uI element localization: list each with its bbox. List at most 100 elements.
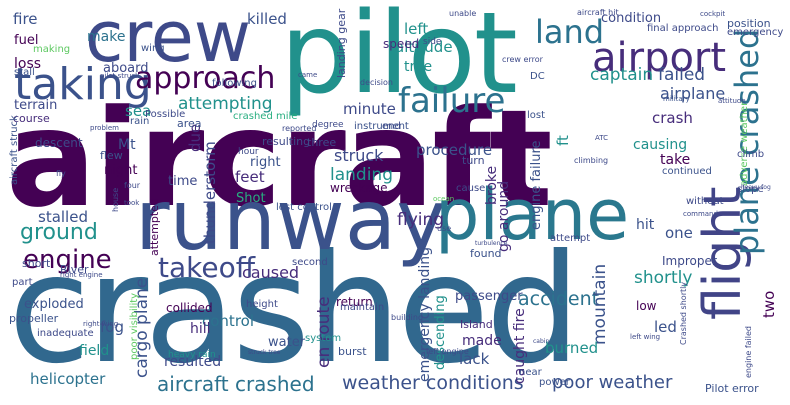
word-fog: fog xyxy=(100,318,124,336)
word-landing-gear: landing gear xyxy=(335,8,348,78)
word-engine: engine xyxy=(23,245,112,275)
word-aircraft: aircraft xyxy=(6,81,553,237)
word-stall: stall xyxy=(14,67,35,78)
word-crashed-mile: crashed mile xyxy=(233,111,298,122)
word-maintain: maintain xyxy=(340,302,385,313)
word-island: Island xyxy=(460,318,493,331)
word-caused: caused xyxy=(242,263,300,282)
word-stalled: stalled xyxy=(38,208,88,226)
word-wing: wing xyxy=(141,43,165,54)
word-procedure: procedure xyxy=(416,141,493,159)
word-river: River xyxy=(60,263,89,276)
word-power: power xyxy=(539,377,570,388)
word-hit: hit xyxy=(636,217,655,233)
word-building: building xyxy=(391,313,424,322)
word-final-approach: final approach xyxy=(647,23,719,34)
word-helicopter: helicopter xyxy=(30,370,106,388)
word-failure: failure xyxy=(398,81,506,121)
word-propeller: propeller xyxy=(9,312,59,325)
word-decision: decision xyxy=(360,78,393,87)
word-crashed-shortly: Crashed shortly xyxy=(679,281,688,345)
word-passenger: passenger xyxy=(455,289,523,304)
word-night: night xyxy=(104,163,138,178)
word-resulting: resulting xyxy=(262,135,311,148)
word-position: position xyxy=(727,17,771,30)
word-burst: burst xyxy=(338,345,367,358)
word-instrument: instrument xyxy=(354,121,409,132)
word-took: took xyxy=(124,199,140,207)
word-came: came xyxy=(298,71,318,79)
word-slope: slope xyxy=(737,184,764,195)
word-one: one xyxy=(665,224,693,242)
word-four: four xyxy=(124,181,141,190)
word-land: land xyxy=(535,13,605,51)
word-left-wing: left wing xyxy=(630,333,661,341)
word-killed: killed xyxy=(247,10,287,28)
word-continued: continued xyxy=(662,166,712,177)
word-condition: condition xyxy=(601,11,662,26)
word-accident: accident xyxy=(518,288,600,310)
word-causing: causing xyxy=(633,137,688,153)
word-thunderstorm: thunderstorm xyxy=(201,141,219,244)
word-left: left xyxy=(404,20,429,38)
word-field: field xyxy=(79,343,110,359)
word-possible: Possible xyxy=(145,109,186,120)
word-crashed: crashed xyxy=(8,223,581,397)
word-speed: speed xyxy=(383,37,420,51)
word-hill: hill xyxy=(190,321,211,337)
word-approach: approach xyxy=(135,61,276,96)
word-cabin: cabin xyxy=(533,338,550,345)
word-heavy-rain: heavy rain xyxy=(168,350,216,360)
word-takeoff: takeoff xyxy=(158,251,256,284)
word-degree: degree xyxy=(312,120,344,130)
word-pilot-error: Pilot error xyxy=(705,382,759,395)
word-turbulence: turbulence xyxy=(475,240,508,247)
word-lost-control: lost control xyxy=(276,202,332,213)
word-crew-error: crew error xyxy=(502,55,543,64)
word-rain: rain xyxy=(130,116,150,127)
word-led: led xyxy=(654,318,677,336)
word-atc: ATC xyxy=(595,134,608,142)
word-tree: tree xyxy=(404,59,433,75)
word-descent: descent xyxy=(35,136,83,150)
word-making: making xyxy=(33,44,71,55)
word-dc: DC xyxy=(530,71,545,82)
word-terrain: terrain xyxy=(14,98,58,113)
word-two: two xyxy=(760,290,778,318)
word-struck: struck xyxy=(334,146,384,165)
word-aircraft-struck: aircraft struck xyxy=(9,115,20,185)
word-take: take xyxy=(660,152,691,168)
word-pilot-struck: pilot struck xyxy=(100,72,140,80)
word-poor-weather: poor weather xyxy=(552,372,673,393)
word-taking: taking xyxy=(14,59,152,110)
word-lost: lost xyxy=(527,110,546,121)
word-emergency: emergency xyxy=(727,27,784,38)
word-low: low xyxy=(636,299,657,313)
word-poor-visibility: poor visibility xyxy=(129,292,140,360)
word-crash: crash xyxy=(652,109,693,127)
word-attempt: attempt xyxy=(550,233,591,244)
word-left-engine: left engine xyxy=(426,347,469,356)
word-crew: crew xyxy=(85,0,252,78)
word-climbing: climbing xyxy=(574,156,609,165)
word-military: military xyxy=(663,95,690,103)
word-mountain: mountain xyxy=(590,263,610,345)
word-runway: runway xyxy=(135,171,446,269)
word-minute: minute xyxy=(343,100,396,118)
word-aircraft-crashed: aircraft crashed xyxy=(157,372,315,396)
word-fuel: fuel xyxy=(14,33,39,48)
word-command: command xyxy=(683,210,718,218)
word-right-engine: right engine xyxy=(60,271,103,279)
word-use: use xyxy=(437,224,452,233)
word-airplane: airplane xyxy=(660,84,726,103)
word-reported: reported xyxy=(282,124,317,133)
word-water: water xyxy=(268,335,306,350)
word-struck-tree: struck tree xyxy=(248,349,281,356)
word-pilot: pilot xyxy=(280,0,518,119)
word-without: without xyxy=(686,196,724,207)
word-time: time xyxy=(168,174,198,189)
word-engine-failed: engine failed xyxy=(744,326,753,378)
word-made: made xyxy=(462,333,502,349)
word-plane: plane xyxy=(435,174,630,256)
